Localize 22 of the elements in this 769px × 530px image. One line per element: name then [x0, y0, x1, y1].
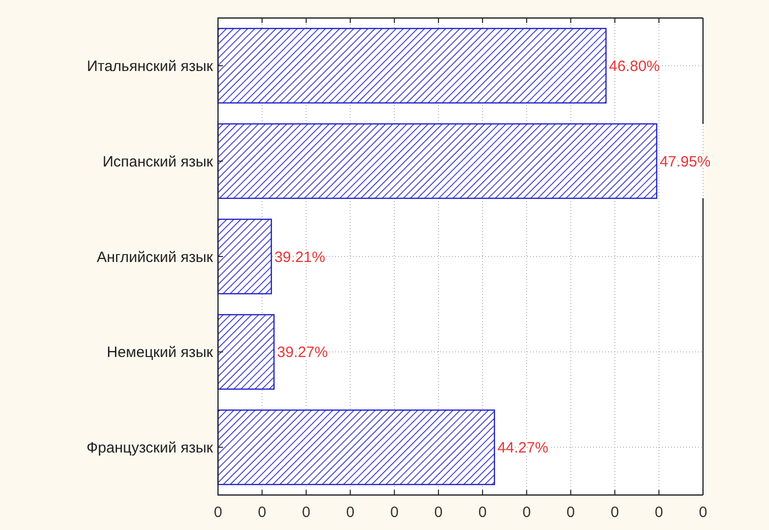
y-tick-label: Итальянский язык: [86, 58, 214, 75]
y-tick-label: Французский язык: [86, 440, 214, 457]
text: 0: [478, 504, 487, 521]
data-label: 44.27%: [497, 440, 548, 457]
data-label: 39.21%: [274, 248, 326, 266]
text: 0: [566, 504, 575, 521]
text: 0: [346, 504, 354, 521]
y-tick-label: Английский язык: [96, 248, 214, 266]
text: 0: [434, 504, 443, 521]
y-tick-label: Испанский язык: [102, 153, 214, 170]
data-label: 39.27%: [276, 344, 328, 362]
text: 0: [258, 504, 266, 521]
text: 0: [302, 504, 310, 521]
text: 0: [610, 504, 619, 521]
text: 0: [214, 504, 222, 521]
data-label: 47.95%: [660, 153, 711, 170]
text: 0: [654, 504, 664, 521]
text: 0: [522, 504, 531, 521]
text: 0: [698, 504, 708, 521]
text: 0: [390, 504, 399, 521]
y-tick-label: Немецкий язык: [106, 344, 214, 362]
data-label: 46.80%: [609, 58, 660, 75]
